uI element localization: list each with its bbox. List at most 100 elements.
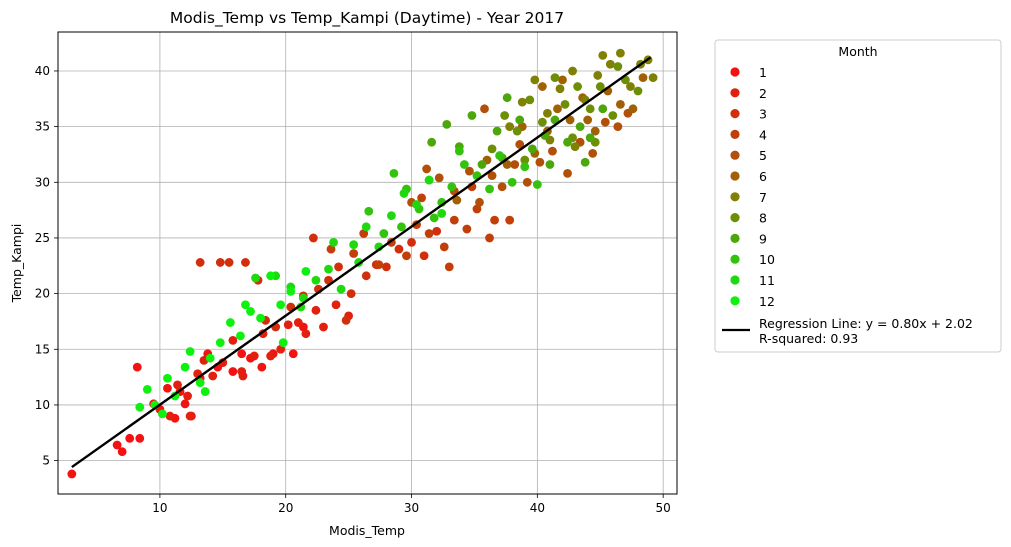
data-point-month-10	[364, 206, 374, 216]
data-point-month-9	[427, 137, 437, 147]
data-point-month-12	[278, 338, 288, 347]
data-point-month-11	[251, 273, 260, 283]
data-point-month-9	[575, 122, 585, 132]
data-point-month-12	[225, 318, 235, 327]
data-point-month-11	[412, 200, 421, 209]
data-point-month-2	[266, 351, 276, 361]
data-point-month-10	[397, 222, 406, 232]
data-point-month-2	[283, 320, 293, 330]
x-tick-label: 10	[152, 501, 167, 515]
y-tick-label: 5	[42, 454, 50, 468]
data-point-month-2	[293, 318, 303, 327]
data-point-month-7	[598, 50, 608, 60]
data-point-month-3	[241, 258, 250, 267]
data-point-month-6	[590, 126, 600, 136]
plot-area: 10 20 30 40 50 5 10 15 20 25 30 35 40	[35, 31, 678, 515]
data-point-month-6	[615, 99, 625, 109]
data-point-month-6	[452, 195, 462, 205]
legend-label-month-11: 11	[759, 273, 775, 288]
data-point-month-6	[565, 115, 575, 125]
x-tick-label: 50	[656, 501, 671, 515]
legend-marker-month-9	[730, 233, 740, 243]
regression-line	[71, 56, 652, 469]
data-point-month-11	[329, 238, 338, 247]
data-point-month-2	[165, 411, 175, 421]
data-point-month-11	[399, 189, 409, 198]
x-tick-label: 40	[530, 501, 545, 515]
data-point-month-7	[648, 73, 658, 83]
data-point-month-2	[237, 367, 247, 376]
legend-label-month-2: 2	[759, 86, 767, 101]
y-tick-label: 40	[35, 64, 50, 78]
data-point-month-4	[462, 224, 472, 234]
legend-marker-month-5	[730, 150, 740, 160]
legend-marker-month-8	[730, 213, 740, 223]
y-tick-label: 15	[35, 342, 50, 356]
data-point-month-12	[195, 378, 205, 388]
data-point-month-9	[515, 115, 525, 125]
data-point-month-9	[545, 160, 555, 169]
plot-frame	[57, 31, 678, 495]
data-point-month-12	[180, 362, 190, 372]
y-tick-label: 25	[35, 231, 50, 245]
data-point-month-2	[301, 329, 311, 339]
data-point-month-7	[517, 97, 527, 107]
data-point-month-1	[257, 362, 267, 372]
data-point-month-11	[336, 284, 346, 294]
data-point-month-4	[374, 260, 384, 270]
x-axis-ticks: 10 20 30 40 50	[152, 494, 671, 515]
x-axis-label: Modis_Temp	[329, 523, 405, 538]
data-point-month-3	[334, 262, 343, 272]
data-point-month-12	[276, 300, 286, 310]
data-point-month-10	[454, 146, 464, 156]
data-point-month-2	[276, 344, 286, 354]
data-point-month-7	[626, 82, 635, 91]
data-point-month-5	[465, 166, 474, 176]
y-tick-label: 20	[35, 287, 50, 301]
data-point-month-8	[550, 73, 560, 83]
data-point-month-5	[510, 160, 520, 169]
data-point-month-11	[324, 264, 333, 274]
legend-label-month-5: 5	[759, 148, 767, 163]
legend-marker-month-6	[730, 171, 740, 181]
data-point-month-12	[301, 266, 311, 276]
data-point-month-2	[331, 300, 341, 310]
data-point-month-5	[515, 140, 525, 149]
data-point-month-9	[492, 126, 502, 136]
data-point-month-1	[163, 383, 172, 393]
data-point-month-1	[228, 367, 238, 376]
data-point-month-3	[215, 258, 225, 267]
data-point-month-5	[497, 182, 507, 192]
data-point-month-4	[444, 262, 454, 272]
data-point-month-1	[67, 469, 77, 479]
data-point-month-7	[605, 59, 615, 69]
legend-r-squared-label: R-squared: 0.93	[759, 331, 858, 346]
legend-label-month-1: 1	[759, 65, 767, 80]
data-point-month-2	[228, 335, 238, 345]
data-point-month-8	[585, 104, 595, 114]
data-point-month-2	[173, 380, 182, 390]
legend-frame	[714, 39, 1002, 353]
regression-layer	[71, 56, 652, 469]
data-point-month-6	[558, 75, 567, 85]
data-point-month-12	[200, 387, 210, 396]
data-point-month-1	[288, 349, 298, 359]
data-point-month-12	[185, 347, 195, 356]
data-point-month-1	[180, 399, 190, 409]
data-point-month-4	[485, 233, 494, 243]
data-point-month-7	[543, 108, 552, 118]
data-point-month-12	[135, 402, 145, 412]
data-point-month-8	[487, 144, 497, 154]
data-point-month-3	[346, 289, 356, 299]
legend-marker-month-11	[730, 275, 740, 285]
data-point-month-6	[553, 104, 562, 114]
data-point-month-3	[381, 262, 391, 272]
data-point-month-7	[505, 122, 515, 132]
data-point-month-12	[266, 271, 276, 281]
legend-label-month-7: 7	[759, 190, 767, 205]
data-point-month-5	[563, 168, 572, 178]
y-tick-label: 30	[35, 175, 50, 189]
data-point-month-2	[311, 305, 321, 315]
grid-lines	[58, 32, 677, 494]
